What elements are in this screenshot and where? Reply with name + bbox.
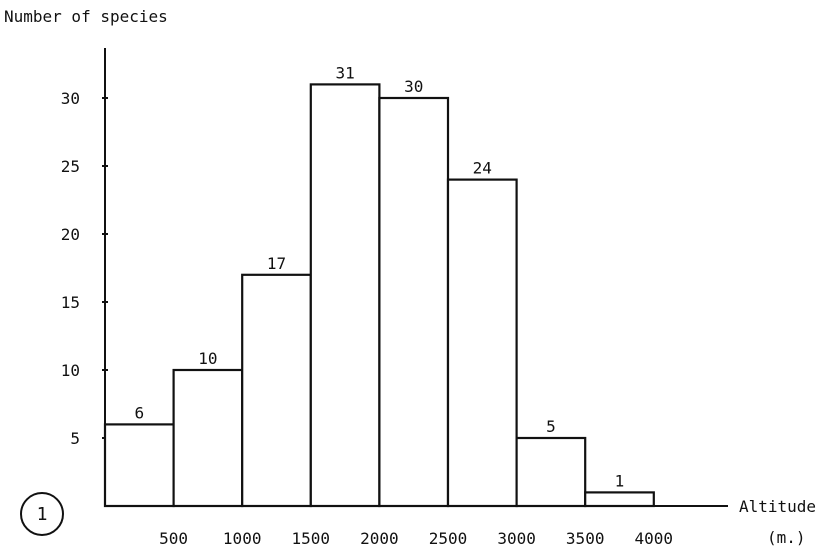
y-tick-label: 15: [61, 293, 80, 312]
x-tick-label: 2500: [429, 529, 468, 548]
bars: [103, 83, 655, 508]
x-axis-unit: (m.): [767, 528, 806, 547]
x-axis-title: Altitude: [739, 497, 816, 516]
histogram-bar: [378, 96, 450, 508]
histogram-bar: [584, 491, 655, 508]
x-tick-label: 3000: [497, 529, 536, 548]
histogram-bar: [241, 273, 312, 508]
histogram-bar: [446, 178, 518, 508]
histogram-bar: [309, 83, 381, 508]
figure-number: 1: [37, 504, 48, 525]
bar-value-label: 30: [404, 77, 423, 96]
y-tick-label: 25: [61, 157, 80, 176]
y-axis-ticks: 5 10 15 20 25 30: [61, 89, 108, 448]
bar-value-label: 1: [615, 471, 625, 490]
x-tick-label: 4000: [635, 529, 674, 548]
bar-value-label: 10: [198, 349, 217, 368]
figure-number-circle: [20, 492, 64, 536]
histogram-bar: [172, 368, 244, 508]
bar-value-label: 24: [473, 159, 492, 178]
y-axis-title: Number of species: [4, 7, 168, 26]
bar-value-label: 5: [546, 417, 556, 436]
y-tick-label: 5: [70, 429, 80, 448]
bar-value-label: 6: [134, 403, 144, 422]
bar-value-labels: 6 10 17 31 30 24 5 1: [134, 63, 624, 490]
y-tick-label: 30: [61, 89, 80, 108]
histogram-bar: [103, 423, 175, 508]
histogram-bar: [515, 436, 587, 508]
x-tick-label: 1000: [223, 529, 262, 548]
bar-value-label: 31: [335, 63, 354, 82]
x-axis-tick-labels: 500 1000 1500 2000 2500 3000 3500 4000: [159, 529, 673, 548]
y-tick-label: 10: [61, 361, 80, 380]
x-tick-label: 1500: [292, 529, 331, 548]
x-tick-label: 2000: [360, 529, 399, 548]
x-tick-label: 500: [159, 529, 188, 548]
x-tick-label: 3500: [566, 529, 605, 548]
y-tick-label: 20: [61, 225, 80, 244]
bar-value-label: 17: [267, 254, 286, 273]
